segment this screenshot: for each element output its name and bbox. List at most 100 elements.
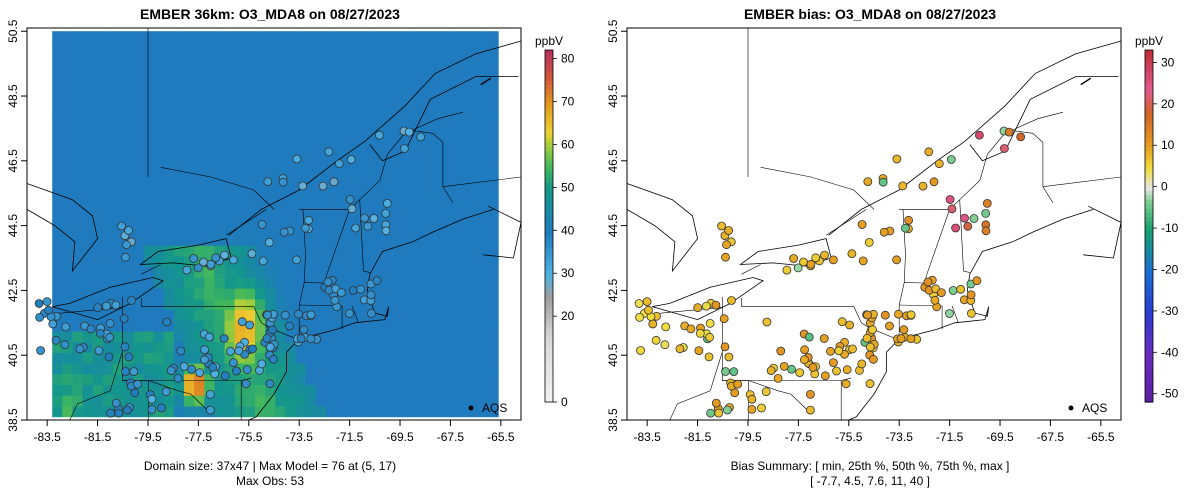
grid-cell: [173, 63, 185, 75]
grid-cell: [82, 149, 94, 161]
grid-cell: [123, 138, 134, 150]
grid-cell: [467, 31, 479, 43]
grid-cell: [437, 213, 448, 225]
grid-cell: [295, 341, 306, 353]
grid-cell: [285, 213, 296, 225]
colorbar-segment: [545, 384, 553, 390]
colorbar-segment: [545, 366, 553, 372]
grid-cell: [467, 202, 479, 214]
grid-cell: [376, 256, 388, 268]
grid-cell: [447, 331, 459, 343]
grid-cell: [417, 363, 428, 375]
grid-cell: [356, 224, 367, 236]
grid-cell: [163, 41, 175, 53]
obs-site: [416, 132, 426, 142]
grid-cell: [184, 170, 195, 182]
colorbar-segment: [545, 208, 553, 214]
grid-cell: [478, 352, 489, 364]
grid-cell: [214, 341, 225, 353]
grid-cell: [326, 170, 337, 182]
grid-cell: [194, 224, 205, 236]
colorbar-segment: [545, 296, 553, 302]
grid-cell: [315, 363, 327, 375]
grid-cell: [244, 191, 256, 203]
grid-cell: [285, 149, 296, 161]
grid-cell: [488, 95, 499, 107]
grid-cell: [427, 138, 438, 150]
grid-cell: [295, 213, 306, 225]
grid-cell: [386, 213, 398, 225]
grid-cell: [407, 74, 418, 86]
bias-site: [847, 249, 857, 259]
grid-cell: [336, 245, 347, 257]
grid-cell: [143, 138, 154, 150]
grid-cell: [488, 213, 499, 225]
grid-cell: [447, 84, 459, 96]
obs-site: [265, 342, 275, 352]
colorbar-segment: [545, 85, 553, 91]
grid-cell: [305, 149, 317, 161]
colorbar-segment: [1145, 380, 1153, 385]
x-tick-label: -71.5: [936, 430, 964, 444]
colorbar-segment: [1145, 85, 1153, 91]
obs-site: [257, 220, 267, 229]
bias-site: [947, 204, 957, 214]
left-colorbar-label: ppbV: [535, 34, 563, 48]
grid-cell: [427, 181, 438, 193]
grid-cell: [417, 74, 428, 86]
grid-cell: [457, 395, 469, 407]
grid-cell: [234, 395, 246, 407]
grid-cell: [244, 373, 256, 385]
grid-cell: [52, 116, 63, 128]
grid-cell: [244, 202, 256, 214]
grid-cell: [457, 170, 469, 182]
colorbar-segment: [1145, 111, 1153, 117]
grid-cell: [295, 277, 306, 289]
grid-cell: [92, 373, 104, 385]
grid-cell: [315, 234, 327, 246]
grid-cell: [113, 170, 124, 182]
grid-cell: [82, 63, 94, 75]
grid-cell: [204, 277, 215, 289]
bias-site: [864, 237, 874, 247]
grid-cell: [113, 320, 124, 332]
grid-cell: [72, 224, 83, 236]
grid-cell: [234, 213, 246, 225]
grid-cell: [224, 127, 236, 139]
left-title: EMBER 36km: O3_MDA8 on 08/27/2023: [140, 6, 400, 22]
grid-cell: [396, 213, 408, 225]
grid-cell: [143, 84, 154, 96]
grid-cell: [356, 52, 367, 64]
grid-cell: [133, 373, 144, 385]
grid-cell: [244, 149, 256, 161]
grid-cell: [488, 299, 499, 311]
grid-cell: [295, 84, 306, 96]
bias-site: [733, 379, 743, 389]
grid-cell: [92, 74, 104, 86]
grid-cell: [143, 234, 154, 246]
grid-cell: [275, 116, 286, 128]
grid-cell: [386, 95, 398, 107]
grid-cell: [285, 127, 296, 139]
grid-cell: [184, 256, 195, 268]
bias-site: [695, 328, 705, 338]
grid-cell: [153, 224, 165, 236]
grid-cell: [184, 384, 195, 396]
grid-cell: [265, 245, 276, 257]
bias-site: [724, 226, 733, 235]
grid-cell: [427, 406, 438, 418]
grid-cell: [224, 245, 236, 257]
grid-cell: [488, 352, 499, 364]
grid-cell: [72, 202, 83, 214]
grid-cell: [62, 191, 73, 203]
grid-cell: [224, 331, 236, 343]
grid-cell: [315, 191, 327, 203]
grid-cell: [346, 352, 357, 364]
grid-cell: [376, 299, 388, 311]
grid-cell: [163, 224, 175, 236]
grid-cell: [102, 363, 114, 375]
grid-cell: [133, 63, 144, 75]
colorbar-segment: [1145, 120, 1153, 126]
obs-site: [162, 317, 172, 327]
grid-cell: [265, 213, 276, 225]
